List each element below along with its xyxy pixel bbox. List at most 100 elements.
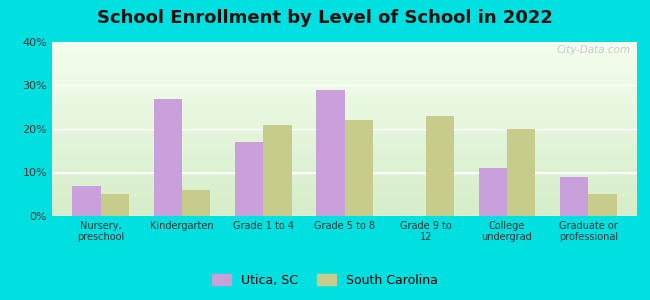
Bar — [560, 177, 588, 216]
Bar — [52, 117, 637, 118]
Bar — [52, 98, 637, 99]
Bar — [52, 112, 637, 113]
Bar — [52, 131, 637, 133]
Bar — [235, 142, 263, 216]
Bar — [52, 44, 637, 46]
Bar — [52, 190, 637, 192]
Bar — [52, 181, 637, 183]
Bar — [52, 103, 637, 105]
Bar — [52, 166, 637, 167]
Bar — [52, 77, 637, 79]
Bar — [52, 209, 637, 211]
Bar — [52, 56, 637, 58]
Bar — [52, 75, 637, 77]
Bar — [52, 106, 637, 108]
Bar — [52, 73, 637, 75]
Legend: Utica, SC, South Carolina: Utica, SC, South Carolina — [209, 270, 441, 291]
Bar — [52, 46, 637, 47]
Bar — [52, 118, 637, 120]
Bar — [52, 155, 637, 157]
Bar — [52, 125, 637, 127]
Bar — [101, 194, 129, 216]
Bar — [52, 94, 637, 96]
Bar — [52, 143, 637, 145]
Bar — [52, 58, 637, 59]
Bar — [52, 171, 637, 172]
Bar — [52, 70, 637, 72]
Bar — [52, 167, 637, 169]
Bar — [52, 200, 637, 202]
Bar — [316, 90, 344, 216]
Bar — [52, 84, 637, 85]
Bar — [52, 197, 637, 199]
Bar — [52, 122, 637, 124]
Bar — [52, 64, 637, 66]
Bar — [52, 152, 637, 153]
Bar — [52, 127, 637, 129]
Bar — [52, 96, 637, 98]
Bar — [52, 80, 637, 82]
Bar — [52, 174, 637, 176]
Bar — [52, 110, 637, 112]
Bar — [52, 140, 637, 141]
Bar — [52, 113, 637, 115]
Bar — [52, 85, 637, 87]
Bar — [52, 134, 637, 136]
Bar — [52, 185, 637, 186]
Bar — [52, 101, 637, 103]
Bar — [52, 146, 637, 148]
Bar — [52, 186, 637, 188]
Bar — [478, 168, 507, 216]
Bar — [52, 202, 637, 204]
Bar — [52, 133, 637, 134]
Bar — [52, 79, 637, 80]
Bar — [52, 92, 637, 94]
Bar — [52, 188, 637, 190]
Bar — [52, 105, 637, 106]
Bar — [344, 120, 373, 216]
Bar — [52, 164, 637, 166]
Bar — [52, 183, 637, 185]
Bar — [52, 199, 637, 200]
Bar — [263, 124, 292, 216]
Bar — [52, 136, 637, 138]
Bar — [52, 49, 637, 51]
Bar — [52, 138, 637, 140]
Bar — [52, 141, 637, 143]
Bar — [52, 194, 637, 195]
Bar — [52, 211, 637, 212]
Bar — [52, 214, 637, 216]
Bar — [52, 59, 637, 61]
Bar — [52, 66, 637, 68]
Bar — [52, 120, 637, 122]
Bar — [52, 68, 637, 70]
Bar — [52, 169, 637, 171]
Bar — [507, 129, 536, 216]
Bar — [52, 162, 637, 164]
Bar — [52, 212, 637, 214]
Bar — [72, 185, 101, 216]
Bar — [52, 87, 637, 89]
Bar — [52, 61, 637, 63]
Bar — [52, 72, 637, 73]
Bar — [52, 148, 637, 150]
Bar — [52, 157, 637, 159]
Bar — [52, 115, 637, 117]
Bar — [52, 206, 637, 207]
Bar — [52, 42, 637, 44]
Bar — [52, 82, 637, 84]
Bar — [52, 160, 637, 162]
Bar — [52, 192, 637, 194]
Text: City-Data.com: City-Data.com — [557, 46, 631, 56]
Bar — [52, 207, 637, 209]
Bar — [52, 159, 637, 160]
Bar — [52, 129, 637, 131]
Bar — [52, 145, 637, 146]
Bar — [52, 179, 637, 181]
Bar — [52, 54, 637, 56]
Bar — [52, 195, 637, 197]
Bar — [52, 124, 637, 125]
Bar — [52, 99, 637, 101]
Bar — [426, 116, 454, 216]
Bar — [52, 178, 637, 179]
